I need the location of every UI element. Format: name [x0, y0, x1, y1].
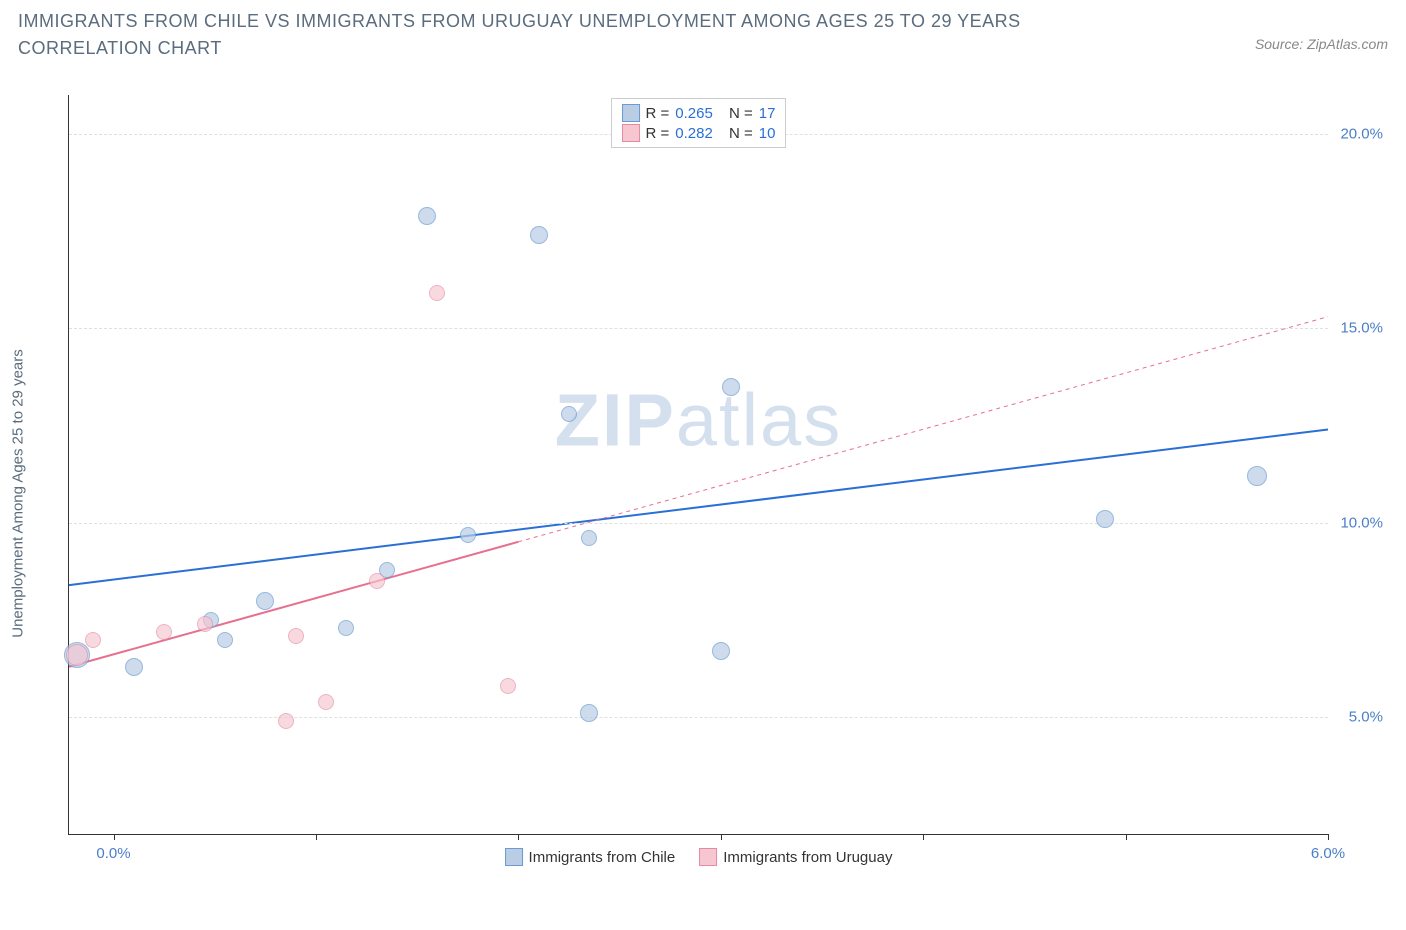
data-point: [1096, 510, 1114, 528]
swatch-icon: [699, 848, 717, 866]
data-point: [66, 644, 88, 666]
data-point: [125, 658, 143, 676]
swatch-icon: [622, 104, 640, 122]
n-value: 17: [759, 105, 776, 122]
data-point: [418, 207, 436, 225]
n-label: N =: [729, 105, 753, 122]
swatch-icon: [622, 124, 640, 142]
source-label: Source: ZipAtlas.com: [1255, 8, 1388, 52]
trend-lines: [69, 95, 1328, 834]
xtick: [1328, 834, 1329, 840]
header-row: IMMIGRANTS FROM CHILE VS IMMIGRANTS FROM…: [0, 0, 1406, 62]
ytick-label: 10.0%: [1340, 514, 1383, 531]
ytick-label: 5.0%: [1349, 709, 1383, 726]
data-point: [460, 527, 476, 543]
legend-stats-box: R = 0.265 N = 17 R = 0.282 N = 10: [611, 98, 787, 148]
data-point: [338, 620, 354, 636]
r-label: R =: [646, 125, 670, 142]
xtick: [518, 834, 519, 840]
xtick-label: 0.0%: [96, 845, 130, 862]
data-point: [256, 592, 274, 610]
legend-label: Immigrants from Uruguay: [723, 849, 892, 866]
data-point: [197, 616, 213, 632]
n-label: N =: [729, 125, 753, 142]
r-value: 0.282: [675, 125, 713, 142]
gridline: [69, 328, 1328, 329]
gridline: [69, 717, 1328, 718]
data-point: [530, 226, 548, 244]
ytick-label: 20.0%: [1340, 125, 1383, 142]
xtick: [923, 834, 924, 840]
xtick: [721, 834, 722, 840]
data-point: [1247, 466, 1267, 486]
xtick: [1126, 834, 1127, 840]
legend-stats-row: R = 0.282 N = 10: [622, 123, 776, 143]
data-point: [722, 378, 740, 396]
y-axis-label: Unemployment Among Ages 25 to 29 years: [10, 349, 27, 638]
xtick-label: 6.0%: [1311, 845, 1345, 862]
gridline: [69, 523, 1328, 524]
data-point: [288, 628, 304, 644]
data-point: [85, 632, 101, 648]
legend-label: Immigrants from Chile: [529, 849, 676, 866]
plot-area: ZIPatlas R = 0.265 N = 17 R = 0.282 N = …: [68, 95, 1328, 835]
data-point: [318, 694, 334, 710]
r-value: 0.265: [675, 105, 713, 122]
n-value: 10: [759, 125, 776, 142]
data-point: [217, 632, 233, 648]
data-point: [500, 678, 516, 694]
swatch-icon: [505, 848, 523, 866]
data-point: [580, 704, 598, 722]
ytick-label: 15.0%: [1340, 320, 1383, 337]
r-label: R =: [646, 105, 670, 122]
legend-item-chile: Immigrants from Chile: [505, 848, 676, 866]
data-point: [156, 624, 172, 640]
data-point: [369, 573, 385, 589]
data-point: [429, 285, 445, 301]
xtick: [316, 834, 317, 840]
data-point: [712, 642, 730, 660]
chart-title: IMMIGRANTS FROM CHILE VS IMMIGRANTS FROM…: [18, 8, 1118, 62]
series-legend: Immigrants from Chile Immigrants from Ur…: [505, 848, 893, 866]
data-point: [581, 530, 597, 546]
data-point: [561, 406, 577, 422]
legend-stats-row: R = 0.265 N = 17: [622, 103, 776, 123]
xtick: [114, 834, 115, 840]
plot-container: Unemployment Among Ages 25 to 29 years Z…: [48, 95, 1388, 875]
legend-item-uruguay: Immigrants from Uruguay: [699, 848, 892, 866]
data-point: [278, 713, 294, 729]
